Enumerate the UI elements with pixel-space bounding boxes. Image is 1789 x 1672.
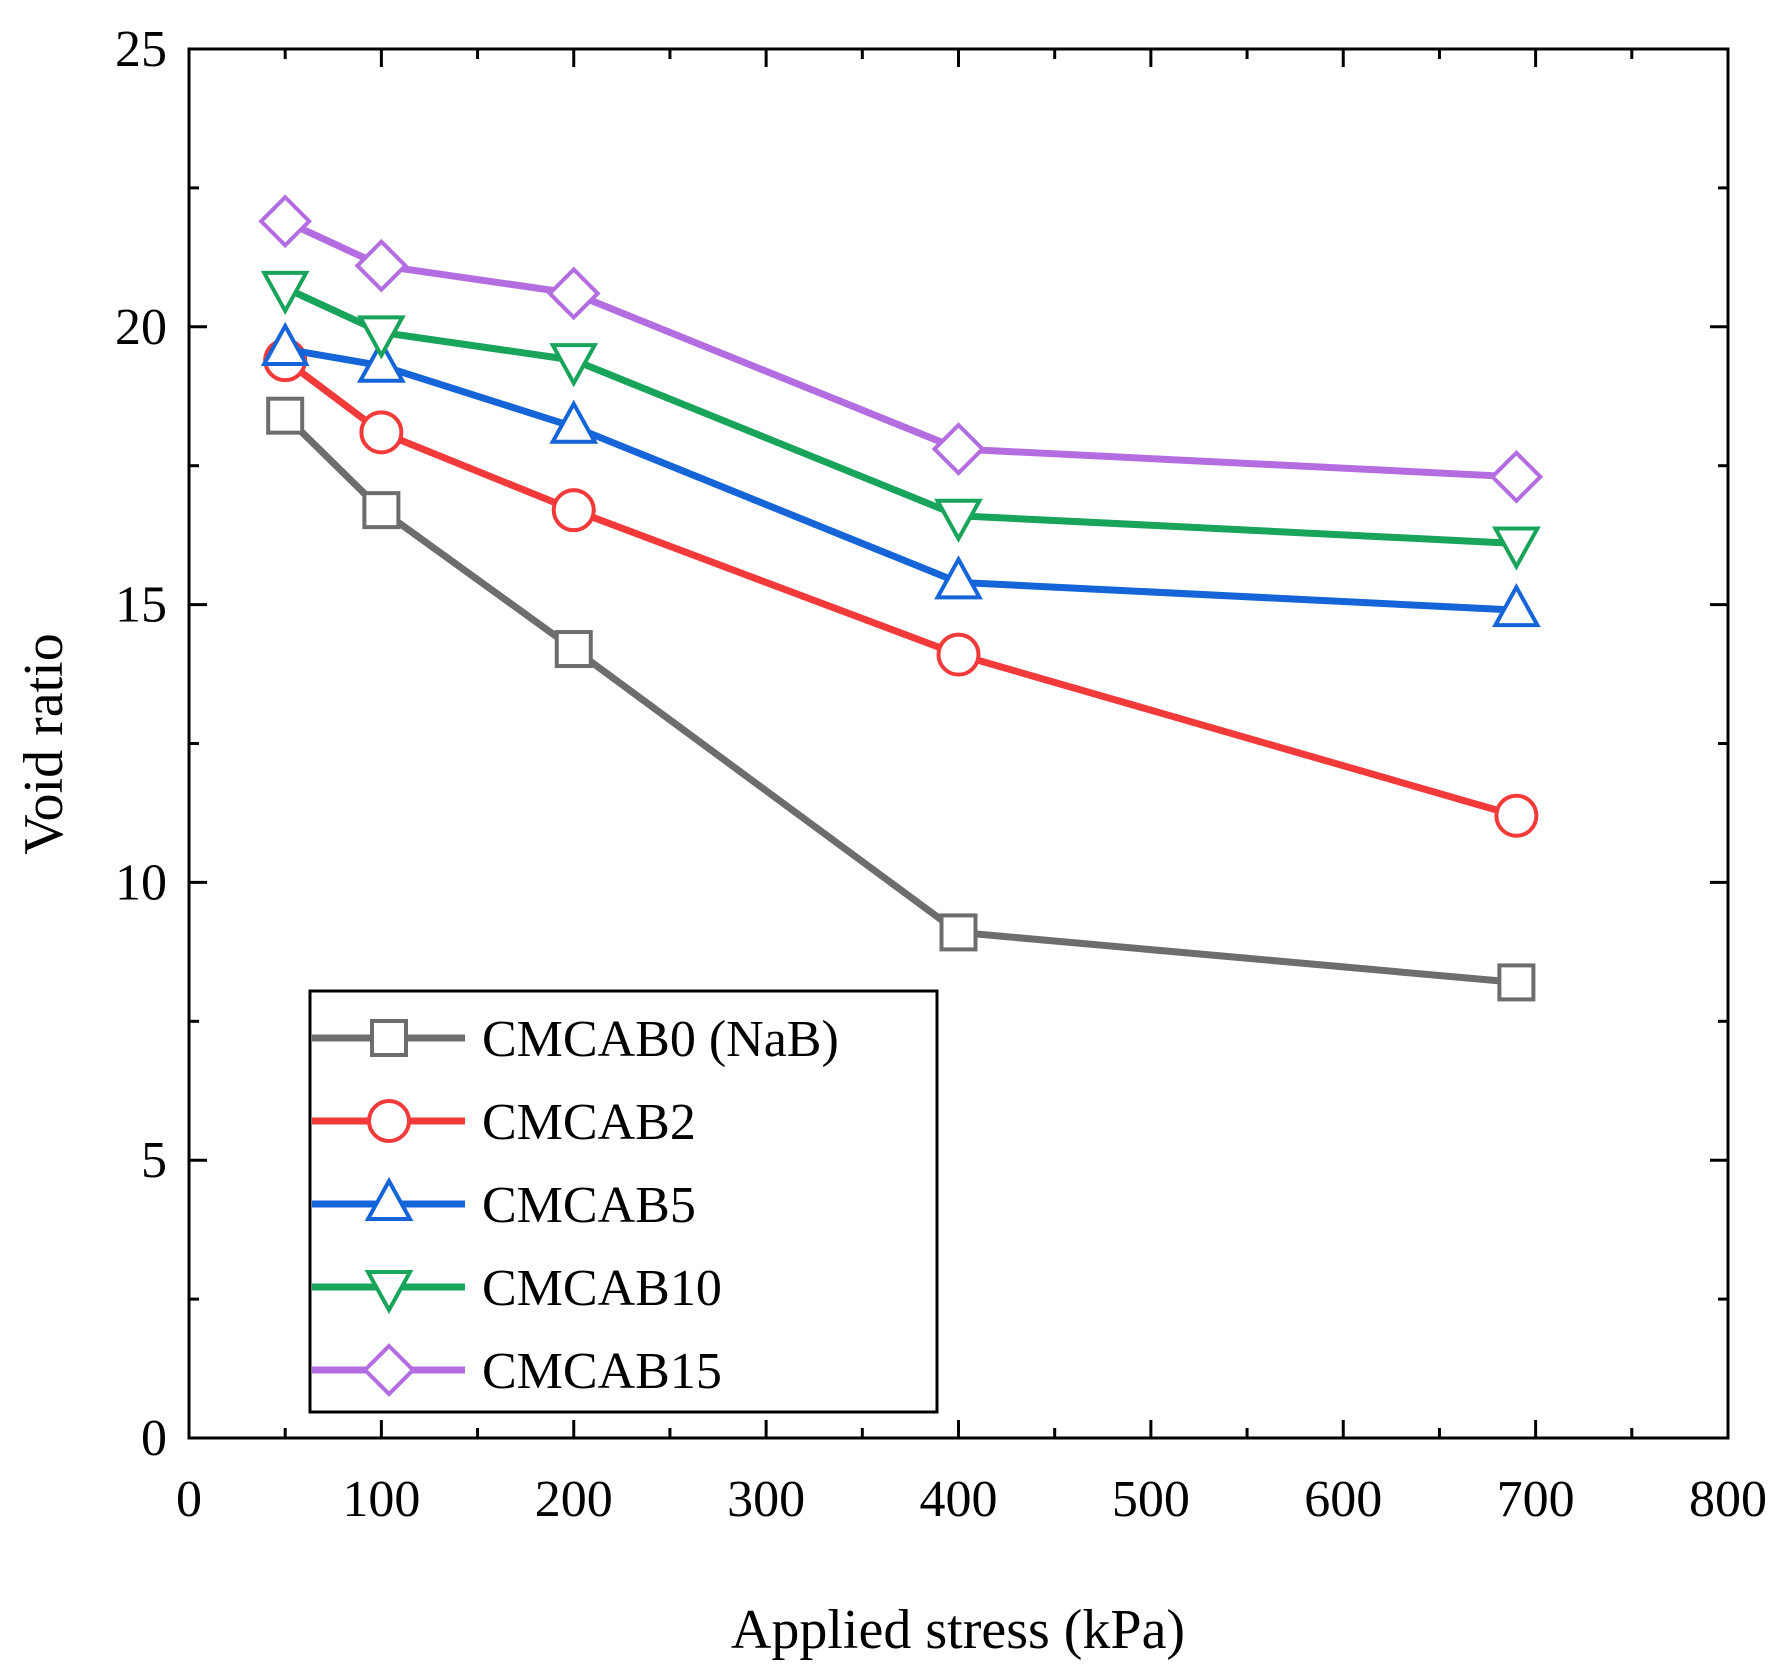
x-axis-title: Applied stress (kPa) (731, 1599, 1185, 1661)
x-tick-label: 200 (535, 1471, 613, 1528)
x-tick-label: 100 (342, 1471, 420, 1528)
legend-label: CMCAB15 (482, 1343, 722, 1400)
x-tick-label: 300 (727, 1471, 805, 1528)
series-line (282, 413, 1517, 986)
data-point-marker (931, 422, 986, 476)
data-point-marker (934, 498, 983, 543)
legend-label: CMCAB5 (482, 1177, 696, 1234)
legend-item: CMCAB15 (312, 1343, 722, 1400)
x-tick-label: 500 (1112, 1471, 1190, 1528)
series-line (283, 218, 1517, 481)
legend-marker (367, 1099, 411, 1143)
x-tick-label: 600 (1304, 1471, 1382, 1528)
data-point-marker (939, 913, 978, 952)
data-point-marker (1491, 526, 1541, 571)
data-point-marker (266, 396, 305, 435)
legend-label: CMCAB2 (482, 1094, 696, 1151)
y-tick-label: 15 (115, 577, 167, 634)
data-point-marker (549, 399, 599, 444)
data-point-marker (1491, 583, 1541, 628)
legend-item: CMCAB2 (312, 1094, 696, 1151)
legend-item: CMCAB0 (NaB) (312, 1011, 839, 1068)
legend-marker (364, 1270, 414, 1315)
data-point-marker (554, 630, 593, 669)
series-0 (266, 396, 1536, 1002)
data-point-marker (359, 410, 404, 455)
tick-layer: 0 100 200 300 400 500 600 700 800 0 5 10 15 20 25 (115, 21, 1767, 1528)
y-tick-label: 10 (115, 854, 167, 911)
legend-label: CMCAB10 (482, 1260, 722, 1317)
x-tick-label: 0 (176, 1471, 202, 1528)
y-axis-title: Void ratio (13, 633, 75, 854)
y-tick-label: 25 (115, 21, 167, 78)
data-point-marker (551, 488, 596, 533)
x-tick-label: 800 (1689, 1471, 1767, 1528)
data-point-marker (1489, 449, 1544, 504)
data-point-marker (356, 338, 406, 383)
x-tick-label: 700 (1497, 1471, 1575, 1528)
data-point-marker (1494, 793, 1539, 838)
y-tick-label: 5 (141, 1132, 167, 1189)
legend-marker (364, 1176, 414, 1221)
data-point-marker (936, 632, 981, 677)
legend-item: CMCAB5 (312, 1176, 696, 1234)
series-1 (263, 338, 1539, 838)
legend-marker (362, 1343, 416, 1397)
x-tick-label: 400 (920, 1471, 998, 1528)
data-point-marker (934, 555, 983, 600)
legend-label: CMCAB0 (NaB) (482, 1011, 839, 1068)
data-point-marker (260, 270, 310, 316)
series-line (283, 284, 1517, 547)
data-point-marker (258, 194, 313, 249)
data-point-marker (362, 491, 401, 530)
legend-item: CMCAB10 (312, 1260, 722, 1317)
y-tick-label: 20 (115, 299, 167, 356)
series-layer (258, 194, 1544, 1002)
data-point-marker (356, 315, 406, 360)
data-point-marker (1497, 963, 1536, 1002)
data-point-marker (546, 266, 601, 321)
series-3 (260, 270, 1541, 571)
series-4 (258, 194, 1544, 504)
data-point-marker (260, 321, 310, 367)
legend-marker (370, 1019, 408, 1057)
legend: CMCAB0 (NaB) CMCAB2 CMCAB5 CMCAB10 CMCAB15 (308, 989, 939, 1414)
series-2 (260, 321, 1541, 628)
data-point-marker (354, 238, 409, 293)
data-point-marker (549, 343, 599, 388)
y-tick-label: 0 (141, 1410, 167, 1467)
